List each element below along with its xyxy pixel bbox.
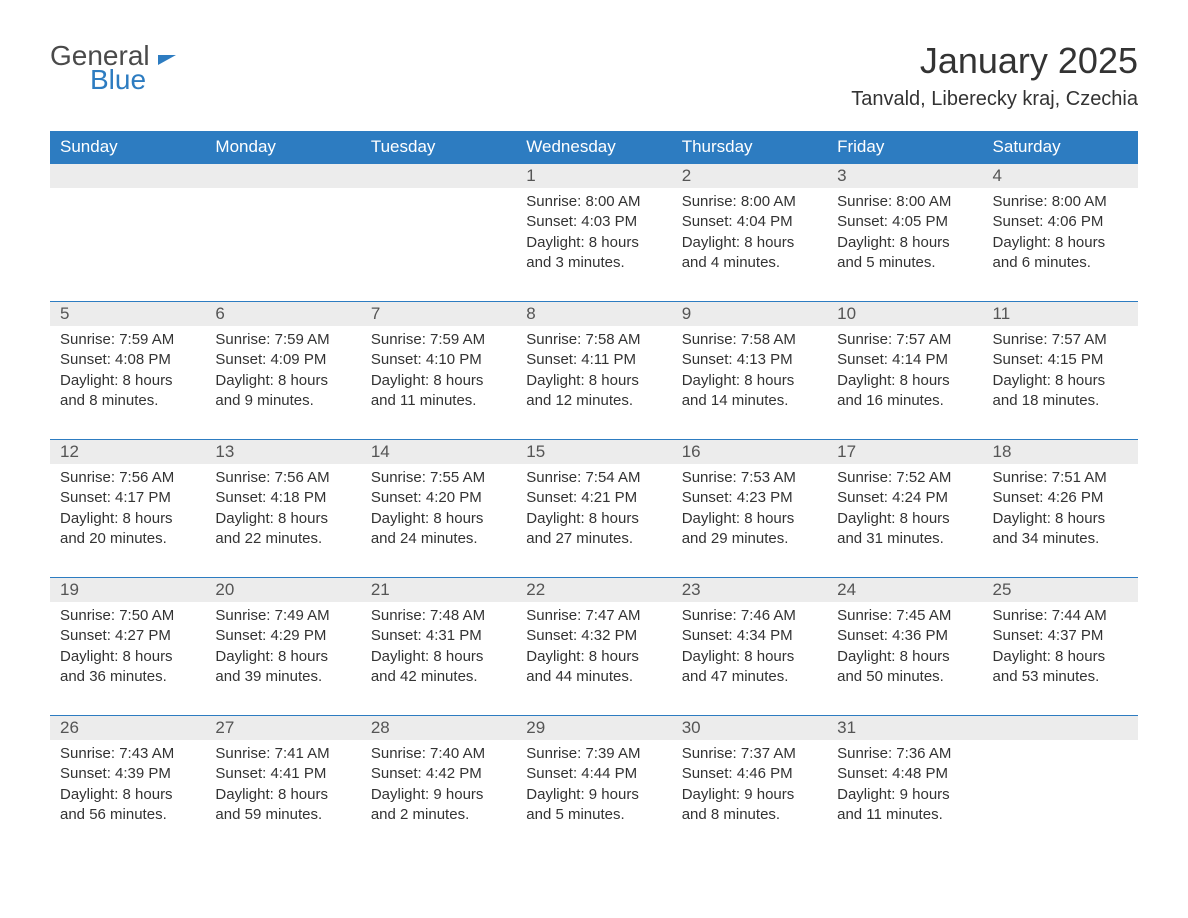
day-cell [361, 188, 516, 302]
day-number: 29 [516, 716, 671, 741]
month-title: January 2025 [851, 40, 1138, 82]
weekday-header: Friday [827, 131, 982, 164]
logo: General Blue [50, 40, 176, 96]
day-cell: Sunrise: 7:45 AMSunset: 4:36 PMDaylight:… [827, 602, 982, 716]
day-number: 17 [827, 440, 982, 465]
day-number: 15 [516, 440, 671, 465]
day-cell: Sunrise: 7:44 AMSunset: 4:37 PMDaylight:… [983, 602, 1138, 716]
day-number-row: 19 20 21 22 23 24 25 [50, 578, 1138, 603]
day-number: 31 [827, 716, 982, 741]
day-number-row: 26 27 28 29 30 31 [50, 716, 1138, 741]
day-cell: Sunrise: 7:59 AMSunset: 4:09 PMDaylight:… [205, 326, 360, 440]
day-number: 18 [983, 440, 1138, 465]
day-number: 14 [361, 440, 516, 465]
day-cell: Sunrise: 7:47 AMSunset: 4:32 PMDaylight:… [516, 602, 671, 716]
day-number-row: 1 2 3 4 [50, 164, 1138, 189]
day-number: 21 [361, 578, 516, 603]
day-cell: Sunrise: 7:43 AMSunset: 4:39 PMDaylight:… [50, 740, 205, 853]
day-number-row: 12 13 14 15 16 17 18 [50, 440, 1138, 465]
day-cell: Sunrise: 7:58 AMSunset: 4:11 PMDaylight:… [516, 326, 671, 440]
day-number: 24 [827, 578, 982, 603]
day-cell: Sunrise: 8:00 AMSunset: 4:03 PMDaylight:… [516, 188, 671, 302]
day-number: 3 [827, 164, 982, 189]
page-header: General Blue January 2025 Tanvald, Liber… [50, 40, 1138, 111]
day-cell: Sunrise: 7:40 AMSunset: 4:42 PMDaylight:… [361, 740, 516, 853]
day-cell: Sunrise: 7:48 AMSunset: 4:31 PMDaylight:… [361, 602, 516, 716]
day-cell: Sunrise: 7:41 AMSunset: 4:41 PMDaylight:… [205, 740, 360, 853]
day-number: 16 [672, 440, 827, 465]
day-number: 10 [827, 302, 982, 327]
day-cell: Sunrise: 7:57 AMSunset: 4:15 PMDaylight:… [983, 326, 1138, 440]
weekday-header-row: Sunday Monday Tuesday Wednesday Thursday… [50, 131, 1138, 164]
day-cell: Sunrise: 7:51 AMSunset: 4:26 PMDaylight:… [983, 464, 1138, 578]
day-number: 27 [205, 716, 360, 741]
day-cell: Sunrise: 7:54 AMSunset: 4:21 PMDaylight:… [516, 464, 671, 578]
weekday-header: Thursday [672, 131, 827, 164]
day-cell [50, 188, 205, 302]
day-cell [983, 740, 1138, 853]
day-number: 12 [50, 440, 205, 465]
day-number [205, 164, 360, 189]
title-block: January 2025 Tanvald, Liberecky kraj, Cz… [851, 40, 1138, 111]
day-number: 9 [672, 302, 827, 327]
day-cell: Sunrise: 7:49 AMSunset: 4:29 PMDaylight:… [205, 602, 360, 716]
day-number-row: 5 6 7 8 9 10 11 [50, 302, 1138, 327]
day-number [50, 164, 205, 189]
day-cell: Sunrise: 7:39 AMSunset: 4:44 PMDaylight:… [516, 740, 671, 853]
day-number: 1 [516, 164, 671, 189]
weekday-header: Sunday [50, 131, 205, 164]
day-number: 4 [983, 164, 1138, 189]
day-cell: Sunrise: 7:56 AMSunset: 4:18 PMDaylight:… [205, 464, 360, 578]
day-cell: Sunrise: 8:00 AMSunset: 4:05 PMDaylight:… [827, 188, 982, 302]
weekday-header: Monday [205, 131, 360, 164]
calendar-table: Sunday Monday Tuesday Wednesday Thursday… [50, 131, 1138, 853]
day-number [361, 164, 516, 189]
day-number: 22 [516, 578, 671, 603]
day-content-row: Sunrise: 7:50 AMSunset: 4:27 PMDaylight:… [50, 602, 1138, 716]
day-cell: Sunrise: 7:46 AMSunset: 4:34 PMDaylight:… [672, 602, 827, 716]
day-cell: Sunrise: 7:37 AMSunset: 4:46 PMDaylight:… [672, 740, 827, 853]
day-cell: Sunrise: 7:56 AMSunset: 4:17 PMDaylight:… [50, 464, 205, 578]
day-number: 30 [672, 716, 827, 741]
day-number: 25 [983, 578, 1138, 603]
weekday-header: Tuesday [361, 131, 516, 164]
day-content-row: Sunrise: 8:00 AMSunset: 4:03 PMDaylight:… [50, 188, 1138, 302]
weekday-header: Wednesday [516, 131, 671, 164]
day-number [983, 716, 1138, 741]
day-number: 7 [361, 302, 516, 327]
day-cell: Sunrise: 7:59 AMSunset: 4:10 PMDaylight:… [361, 326, 516, 440]
day-number: 5 [50, 302, 205, 327]
day-content-row: Sunrise: 7:43 AMSunset: 4:39 PMDaylight:… [50, 740, 1138, 853]
day-number: 26 [50, 716, 205, 741]
location-subtitle: Tanvald, Liberecky kraj, Czechia [851, 88, 1138, 111]
day-cell: Sunrise: 7:57 AMSunset: 4:14 PMDaylight:… [827, 326, 982, 440]
day-number: 28 [361, 716, 516, 741]
day-cell: Sunrise: 7:50 AMSunset: 4:27 PMDaylight:… [50, 602, 205, 716]
day-cell: Sunrise: 7:55 AMSunset: 4:20 PMDaylight:… [361, 464, 516, 578]
day-number: 13 [205, 440, 360, 465]
weekday-header: Saturday [983, 131, 1138, 164]
day-cell: Sunrise: 7:52 AMSunset: 4:24 PMDaylight:… [827, 464, 982, 578]
day-content-row: Sunrise: 7:56 AMSunset: 4:17 PMDaylight:… [50, 464, 1138, 578]
day-number: 8 [516, 302, 671, 327]
day-number: 20 [205, 578, 360, 603]
day-cell: Sunrise: 7:59 AMSunset: 4:08 PMDaylight:… [50, 326, 205, 440]
day-cell: Sunrise: 7:36 AMSunset: 4:48 PMDaylight:… [827, 740, 982, 853]
day-number: 2 [672, 164, 827, 189]
day-content-row: Sunrise: 7:59 AMSunset: 4:08 PMDaylight:… [50, 326, 1138, 440]
logo-text-blue: Blue [90, 64, 176, 96]
day-number: 11 [983, 302, 1138, 327]
day-number: 23 [672, 578, 827, 603]
day-number: 19 [50, 578, 205, 603]
day-cell [205, 188, 360, 302]
day-cell: Sunrise: 7:53 AMSunset: 4:23 PMDaylight:… [672, 464, 827, 578]
day-cell: Sunrise: 7:58 AMSunset: 4:13 PMDaylight:… [672, 326, 827, 440]
day-number: 6 [205, 302, 360, 327]
day-cell: Sunrise: 8:00 AMSunset: 4:06 PMDaylight:… [983, 188, 1138, 302]
day-cell: Sunrise: 8:00 AMSunset: 4:04 PMDaylight:… [672, 188, 827, 302]
